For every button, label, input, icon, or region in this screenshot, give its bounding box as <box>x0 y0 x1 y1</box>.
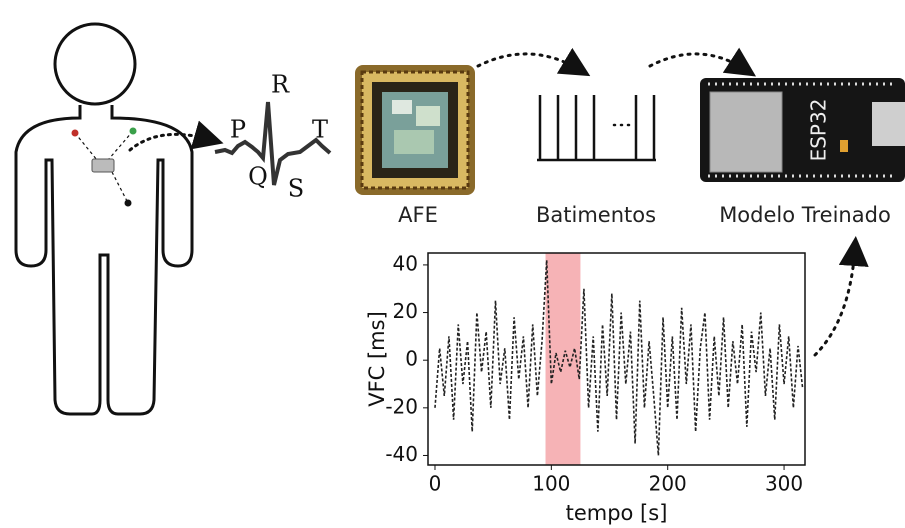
board-label: ESP32 <box>807 99 831 162</box>
plot-frame <box>427 252 806 466</box>
y-tick-label: 20 <box>393 299 418 323</box>
ecg-r: R <box>271 71 290 99</box>
arrow <box>128 120 224 152</box>
afe-chip <box>355 65 475 195</box>
data-line <box>434 260 804 456</box>
beats-label: Batimentos <box>536 203 656 227</box>
y-tick-label: 40 <box>393 251 418 275</box>
x-tick-label: 100 <box>532 472 570 496</box>
y-tick-label: -40 <box>385 442 418 466</box>
arrow <box>476 47 591 77</box>
model-label: Modelo Treinado <box>719 203 891 227</box>
ecg-t: T <box>312 116 328 144</box>
y-axis-label: VFC [ms] <box>365 311 389 407</box>
ecg-q: Q <box>248 163 268 191</box>
arrow <box>648 47 757 77</box>
ecg-p: P <box>230 116 246 144</box>
sensor <box>71 127 137 207</box>
arrow <box>813 236 869 357</box>
x-tick-label: 200 <box>649 472 687 496</box>
x-tick-label: 0 <box>429 472 442 496</box>
ecg-wave <box>214 101 332 186</box>
beats-icon <box>537 95 656 162</box>
x-axis-label: tempo [s] <box>566 501 668 525</box>
afe-label: AFE <box>398 203 438 227</box>
y-tick-label: 0 <box>405 347 418 371</box>
ecg-s: S <box>288 175 304 203</box>
esp32-board <box>700 78 905 182</box>
person <box>14 22 194 416</box>
x-tick-label: 300 <box>765 472 803 496</box>
y-tick-label: -20 <box>385 394 418 418</box>
